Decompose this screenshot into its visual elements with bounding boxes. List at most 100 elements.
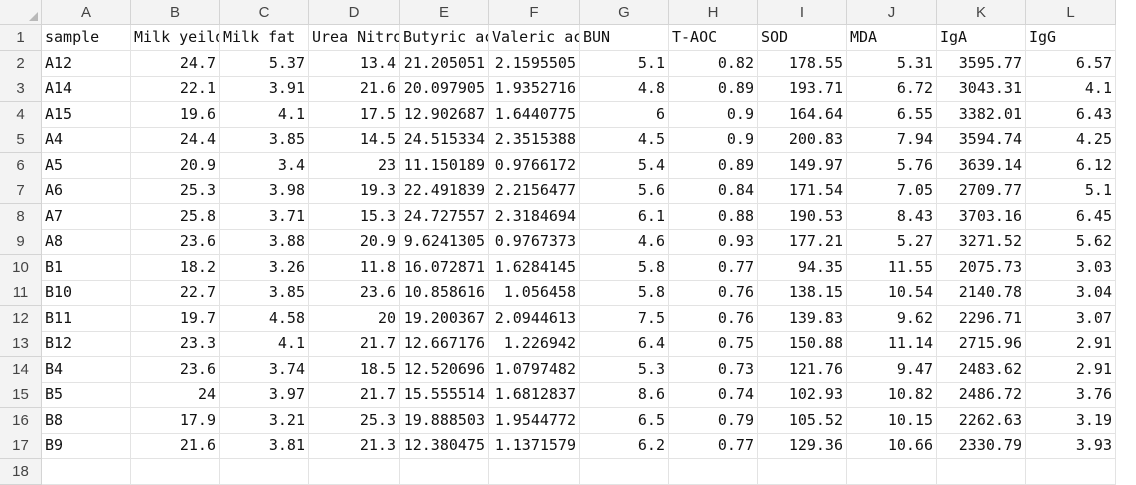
cell-k13[interactable]: 2715.96 [937,331,1026,357]
cell-g18[interactable] [580,458,669,485]
cell-k10[interactable]: 2075.73 [937,254,1026,281]
column-header-i[interactable]: I [758,0,847,25]
cell-g6[interactable]: 5.4 [580,152,669,179]
cell-d3[interactable]: 21.6 [309,76,400,102]
cell-g2[interactable]: 5.1 [580,50,669,77]
cell-h9[interactable]: 0.93 [669,229,758,255]
cell-d11[interactable]: 23.6 [309,280,400,306]
cell-g4[interactable]: 6 [580,101,669,128]
cell-j11[interactable]: 10.54 [847,280,937,306]
column-header-c[interactable]: C [220,0,309,25]
row-header[interactable]: 7 [0,178,42,204]
cell-c16[interactable]: 3.21 [220,407,309,434]
cell-c1[interactable]: Milk fat [220,25,309,51]
column-header-g[interactable]: G [580,0,669,25]
cell-e13[interactable]: 12.667176 [400,331,489,357]
cell-h5[interactable]: 0.9 [669,127,758,153]
cell-h10[interactable]: 0.77 [669,254,758,281]
row-header[interactable]: 5 [0,127,42,153]
cell-e5[interactable]: 24.515334 [400,127,489,153]
cell-h11[interactable]: 0.76 [669,280,758,306]
cell-f10[interactable]: 1.6284145 [489,254,580,281]
cell-g9[interactable]: 4.6 [580,229,669,255]
cell-i18[interactable] [758,458,847,485]
cell-j5[interactable]: 7.94 [847,127,937,153]
cell-a17[interactable]: B9 [42,433,131,459]
cell-j7[interactable]: 7.05 [847,178,937,204]
cell-i6[interactable]: 149.97 [758,152,847,179]
cell-j6[interactable]: 5.76 [847,152,937,179]
cell-b1[interactable]: Milk yeild [131,25,220,51]
cell-b13[interactable]: 23.3 [131,331,220,357]
cell-a8[interactable]: A7 [42,203,131,230]
cell-f5[interactable]: 2.3515388 [489,127,580,153]
cell-c13[interactable]: 4.1 [220,331,309,357]
cell-l8[interactable]: 6.45 [1026,203,1116,230]
column-header-h[interactable]: H [669,0,758,25]
cell-i3[interactable]: 193.71 [758,76,847,102]
cell-l9[interactable]: 5.62 [1026,229,1116,255]
cell-b6[interactable]: 20.9 [131,152,220,179]
cell-g5[interactable]: 4.5 [580,127,669,153]
cell-j3[interactable]: 6.72 [847,76,937,102]
cell-i4[interactable]: 164.64 [758,101,847,128]
cell-i7[interactable]: 171.54 [758,178,847,204]
column-header-k[interactable]: K [937,0,1026,25]
cell-e4[interactable]: 12.902687 [400,101,489,128]
cell-e2[interactable]: 21.205051 [400,50,489,77]
cell-b2[interactable]: 24.7 [131,50,220,77]
cell-b15[interactable]: 24 [131,382,220,408]
cell-c7[interactable]: 3.98 [220,178,309,204]
cell-k17[interactable]: 2330.79 [937,433,1026,459]
cell-a9[interactable]: A8 [42,229,131,255]
cell-j17[interactable]: 10.66 [847,433,937,459]
cell-i2[interactable]: 178.55 [758,50,847,77]
cell-k6[interactable]: 3639.14 [937,152,1026,179]
cell-k4[interactable]: 3382.01 [937,101,1026,128]
cell-j4[interactable]: 6.55 [847,101,937,128]
cell-g10[interactable]: 5.8 [580,254,669,281]
cell-h1[interactable]: T-AOC [669,25,758,51]
cell-b18[interactable] [131,458,220,485]
cell-c6[interactable]: 3.4 [220,152,309,179]
cell-f14[interactable]: 1.0797482 [489,356,580,383]
cell-b10[interactable]: 18.2 [131,254,220,281]
cell-h2[interactable]: 0.82 [669,50,758,77]
cell-g14[interactable]: 5.3 [580,356,669,383]
cell-k9[interactable]: 3271.52 [937,229,1026,255]
cell-e11[interactable]: 10.858616 [400,280,489,306]
cell-i17[interactable]: 129.36 [758,433,847,459]
cell-l18[interactable] [1026,458,1116,485]
cell-c2[interactable]: 5.37 [220,50,309,77]
cell-d16[interactable]: 25.3 [309,407,400,434]
cell-j15[interactable]: 10.82 [847,382,937,408]
cell-f18[interactable] [489,458,580,485]
cell-f6[interactable]: 0.9766172 [489,152,580,179]
cell-i16[interactable]: 105.52 [758,407,847,434]
cell-e8[interactable]: 24.727557 [400,203,489,230]
cell-b9[interactable]: 23.6 [131,229,220,255]
cell-c11[interactable]: 3.85 [220,280,309,306]
cell-b14[interactable]: 23.6 [131,356,220,383]
cell-d12[interactable]: 20 [309,305,400,332]
column-header-f[interactable]: F [489,0,580,25]
cell-c5[interactable]: 3.85 [220,127,309,153]
cell-d4[interactable]: 17.5 [309,101,400,128]
cell-h18[interactable] [669,458,758,485]
cell-a16[interactable]: B8 [42,407,131,434]
cell-e17[interactable]: 12.380475 [400,433,489,459]
row-header[interactable]: 3 [0,76,42,102]
cell-l7[interactable]: 5.1 [1026,178,1116,204]
cell-a10[interactable]: B1 [42,254,131,281]
cell-a7[interactable]: A6 [42,178,131,204]
cell-g12[interactable]: 7.5 [580,305,669,332]
column-header-b[interactable]: B [131,0,220,25]
cell-l5[interactable]: 4.25 [1026,127,1116,153]
cell-i8[interactable]: 190.53 [758,203,847,230]
row-header[interactable]: 2 [0,50,42,77]
cell-l4[interactable]: 6.43 [1026,101,1116,128]
column-header-e[interactable]: E [400,0,489,25]
cell-l6[interactable]: 6.12 [1026,152,1116,179]
cell-a5[interactable]: A4 [42,127,131,153]
cell-b8[interactable]: 25.8 [131,203,220,230]
